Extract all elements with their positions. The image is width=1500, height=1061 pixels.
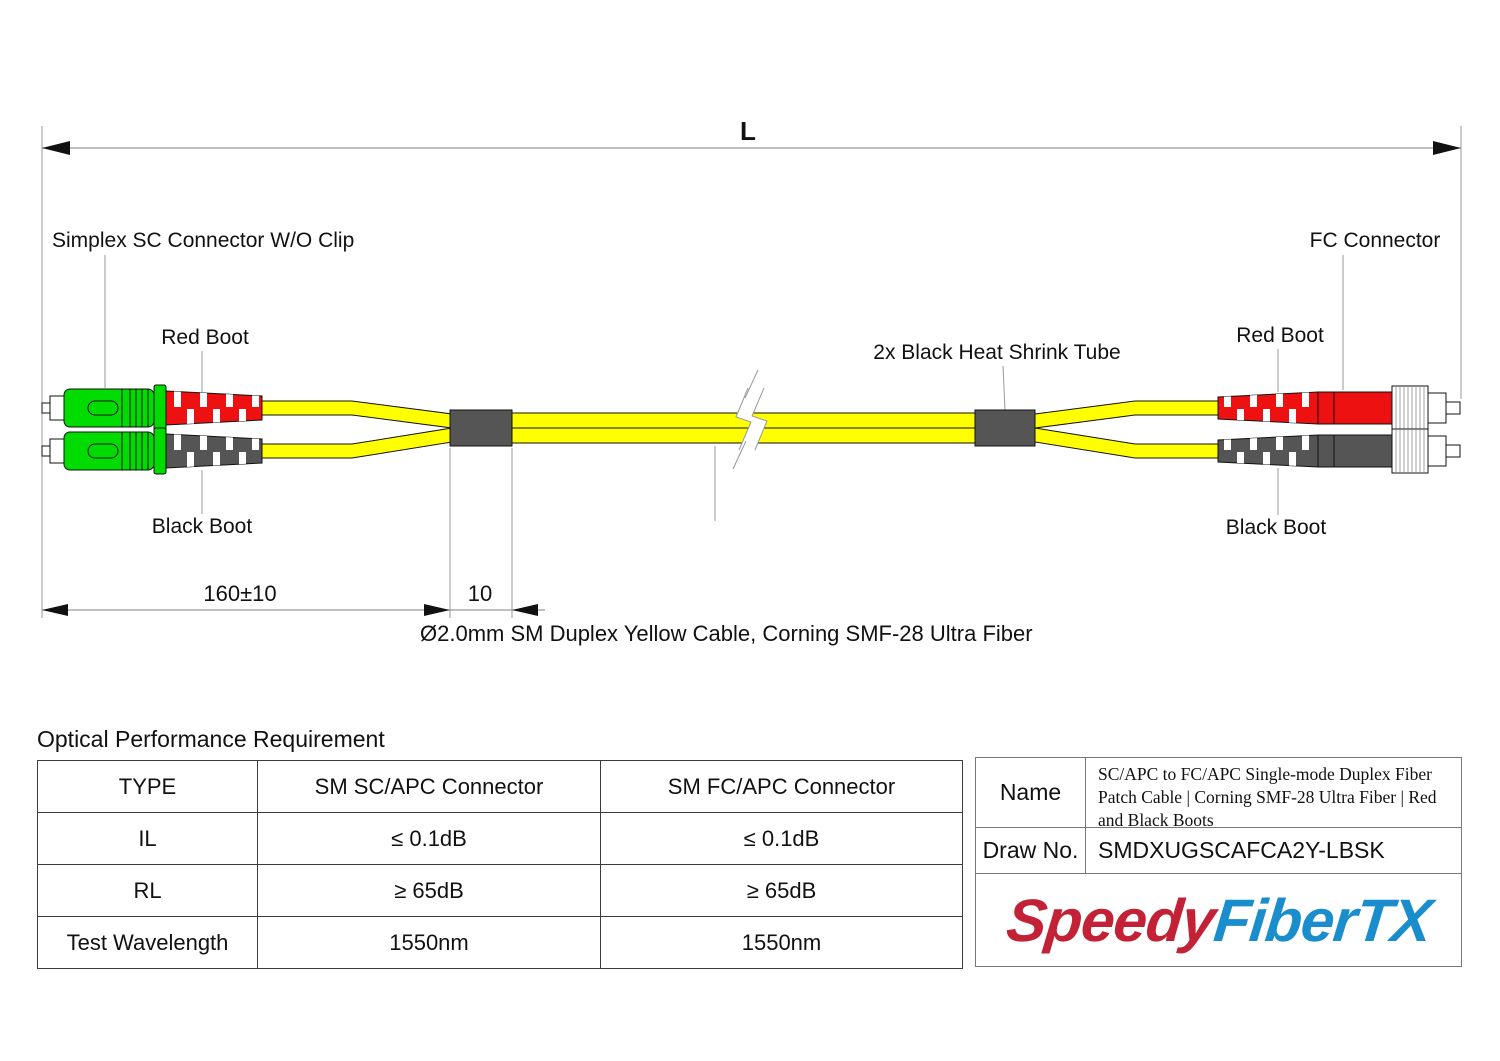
sc-flange xyxy=(153,384,167,432)
heat-shrink-tube-right xyxy=(974,409,1036,447)
cable-diagram: L Simplex SC Connector W/O Clip Red Boot… xyxy=(41,116,1462,646)
draw-no-label: Draw No. xyxy=(976,828,1086,873)
boot-ladder-slots xyxy=(1224,435,1309,467)
speedyfibertx-logo: SpeedyFiberTX xyxy=(1003,886,1434,955)
cable-left-top xyxy=(261,400,453,429)
fc-connector-bottom xyxy=(1217,428,1461,474)
performance-table: TYPE SM SC/APC Connector SM FC/APC Conne… xyxy=(37,760,963,969)
performance-table-title: Optical Performance Requirement xyxy=(37,726,385,752)
sc-body-slot xyxy=(87,400,119,416)
fc-body xyxy=(1317,391,1393,425)
logo-text-fibertx: FiberTX xyxy=(1210,886,1434,954)
fc-connector-label: FC Connector xyxy=(1310,229,1441,252)
right-black-boot-label: Black Boot xyxy=(1226,516,1327,539)
sc-flange xyxy=(153,427,167,475)
sc-body-slot xyxy=(87,443,119,459)
cell-rl-fc: ≥ 65dB xyxy=(600,864,963,917)
cell-il-type: IL xyxy=(37,812,258,865)
dim-160-label: 160±10 xyxy=(203,581,276,606)
boot-ladder-slots xyxy=(1224,392,1309,424)
knurl-lines xyxy=(1395,430,1425,472)
sc-connector-top xyxy=(41,384,263,432)
left-red-boot-label: Red Boot xyxy=(161,326,249,349)
right-red-boot-label: Red Boot xyxy=(1236,324,1324,347)
title-block-draw-row: Draw No. SMDXUGSCAFCA2Y-LBSK xyxy=(976,828,1461,874)
heat-shrink-tube-left xyxy=(449,409,513,447)
fc-ferrule-tip xyxy=(1445,401,1461,415)
break-edge-right xyxy=(751,387,768,451)
fc-ferrule-tip xyxy=(1445,444,1461,458)
logo-text-speedy: Speedy xyxy=(1003,886,1218,954)
draw-no-value: SMDXUGSCAFCA2Y-LBSK xyxy=(1098,837,1385,863)
header-type: TYPE xyxy=(37,760,258,813)
break-tick-bottom xyxy=(732,440,747,470)
duplex-cable xyxy=(261,369,1219,521)
cell-wl-fc: 1550nm xyxy=(600,916,963,969)
cell-il-sc: ≤ 0.1dB xyxy=(257,812,601,865)
cell-il-fc: ≤ 0.1dB xyxy=(600,812,963,865)
length-dimension-label: L xyxy=(740,116,756,146)
cell-wl-type: Test Wavelength xyxy=(37,916,258,969)
cable-left-bottom xyxy=(261,427,453,459)
sc-connector-bottom xyxy=(41,427,263,475)
fc-connector-top xyxy=(1217,385,1461,431)
fc-coupling-nut xyxy=(1391,385,1429,431)
cell-rl-sc: ≥ 65dB xyxy=(257,864,601,917)
cable-right-bottom xyxy=(1034,427,1219,459)
sc-connector-label: Simplex SC Connector W/O Clip xyxy=(52,229,354,252)
cable-description: Ø2.0mm SM Duplex Yellow Cable, Corning S… xyxy=(420,621,1033,646)
fc-body xyxy=(1317,434,1393,468)
dimension-overall-length: L xyxy=(41,116,1462,618)
fc-coupling-nut xyxy=(1391,428,1429,474)
break-edge-left xyxy=(735,387,752,451)
title-block: Name SC/APC to FC/APC Single-mode Duplex… xyxy=(975,757,1462,967)
callouts: Simplex SC Connector W/O Clip Red Boot B… xyxy=(52,229,1440,539)
break-tick-top xyxy=(744,369,759,399)
boot-ladder-slots xyxy=(174,391,259,425)
table-row-rl: RL ≥ 65dB ≥ 65dB xyxy=(37,864,963,917)
name-label: Name xyxy=(976,758,1086,827)
ferrule-tip xyxy=(41,445,51,457)
cell-wl-sc: 1550nm xyxy=(257,916,601,969)
fc-barrel xyxy=(1427,435,1447,467)
break-symbol xyxy=(732,369,768,470)
name-value: SC/APC to FC/APC Single-mode Duplex Fibe… xyxy=(1098,764,1437,830)
arrowhead-right xyxy=(1433,141,1461,155)
fc-barrel xyxy=(1427,392,1447,424)
cable-right-top xyxy=(1034,400,1219,429)
arrowhead-tube-right xyxy=(512,604,538,616)
header-sc: SM SC/APC Connector xyxy=(257,760,601,813)
arrowhead-left xyxy=(42,141,70,155)
title-block-logo-row: SpeedyFiberTX xyxy=(976,874,1461,966)
table-header-row: TYPE SM SC/APC Connector SM FC/APC Conne… xyxy=(37,760,963,813)
ferrule-tip xyxy=(41,402,51,414)
title-block-name-row: Name SC/APC to FC/APC Single-mode Duplex… xyxy=(976,758,1461,830)
boot-ladder-slots xyxy=(174,434,259,468)
arrowhead-left xyxy=(42,604,68,616)
dim-10-label: 10 xyxy=(468,581,492,606)
heat-shrink-leader xyxy=(1002,365,1006,411)
arrowhead-right xyxy=(424,604,450,616)
heat-shrink-label: 2x Black Heat Shrink Tube xyxy=(873,341,1120,364)
header-fc: SM FC/APC Connector xyxy=(600,760,963,813)
dimension-160: 160±10 10 xyxy=(42,448,545,618)
knurl-lines xyxy=(1395,387,1425,429)
break-mask xyxy=(736,388,767,450)
table-row-wavelength: Test Wavelength 1550nm 1550nm xyxy=(37,916,963,969)
left-black-boot-label: Black Boot xyxy=(152,515,253,538)
cell-rl-type: RL xyxy=(37,864,258,917)
table-row-il: IL ≤ 0.1dB ≤ 0.1dB xyxy=(37,812,963,865)
